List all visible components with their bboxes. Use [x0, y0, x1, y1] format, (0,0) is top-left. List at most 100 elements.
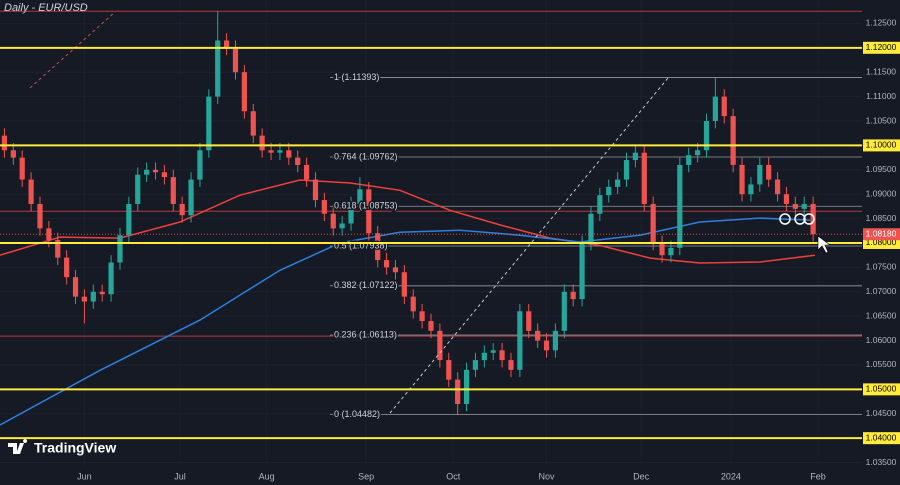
logo-text: TradingView — [34, 440, 116, 456]
candle-body — [64, 258, 69, 278]
candle-body — [144, 170, 149, 175]
candle-body — [82, 297, 87, 302]
candle-body — [624, 160, 629, 180]
y-tick-label: 1.03500 — [866, 457, 897, 467]
fib-label: 1 (1.11393) — [334, 72, 379, 82]
y-tick-label: 1.05000 — [866, 384, 897, 394]
candle-body — [517, 311, 522, 370]
candle-body — [366, 189, 371, 233]
candle-body — [784, 194, 789, 204]
candle-body — [233, 48, 238, 72]
candle-body — [473, 360, 478, 370]
candle-body — [651, 204, 656, 243]
candle-body — [73, 277, 78, 297]
candle-body — [242, 72, 247, 111]
x-tick-label: Aug — [259, 471, 275, 481]
candle-body — [108, 263, 113, 295]
candle-body — [411, 297, 416, 312]
candle-body — [695, 150, 700, 155]
candle-body — [420, 311, 425, 321]
candle-body — [171, 177, 176, 204]
candle-body — [508, 360, 513, 370]
y-tick-label: 1.11000 — [866, 91, 896, 101]
candle-body — [686, 155, 691, 165]
candle-body — [277, 150, 282, 152]
candle-body — [117, 235, 122, 262]
candle-body — [455, 380, 460, 404]
candle-body — [793, 204, 798, 209]
candle-body — [91, 292, 96, 302]
candle-body — [642, 153, 647, 204]
candle-body — [766, 165, 771, 180]
candle-body — [606, 187, 611, 195]
x-tick-label: Nov — [539, 471, 556, 481]
candle-body — [588, 214, 593, 243]
x-tick-label: 2024 — [721, 471, 741, 481]
candle-body — [100, 292, 105, 294]
x-tick-label: Oct — [446, 471, 461, 481]
x-tick-label: Jul — [174, 471, 186, 481]
candle-body — [153, 170, 158, 172]
candle-body — [251, 111, 256, 135]
candle-body — [579, 243, 584, 299]
candle-body — [11, 150, 16, 157]
candle-body — [535, 331, 540, 341]
fib-label: 0.618 (1.08753) — [334, 201, 398, 211]
candle-body — [135, 175, 140, 204]
candle-body — [206, 97, 211, 151]
candle-body — [722, 97, 727, 117]
candle-body — [464, 370, 469, 404]
x-tick-label: Sep — [358, 471, 374, 481]
candle-body — [597, 195, 602, 214]
fib-label: 0.382 (1.07122) — [334, 280, 398, 290]
candle-body — [677, 165, 682, 248]
x-tick-label: Dec — [633, 471, 650, 481]
candle-body — [20, 158, 25, 180]
y-tick-label: 1.06500 — [866, 310, 897, 320]
candle-body — [2, 136, 7, 151]
y-tick-label: 1.10500 — [866, 115, 897, 125]
candle-body — [188, 180, 193, 216]
last-price-label: 1.08180 — [866, 228, 897, 238]
y-tick-label: 1.11500 — [866, 66, 896, 76]
candle-body — [775, 180, 780, 195]
y-tick-label: 1.05500 — [866, 359, 897, 369]
candle-body — [331, 214, 336, 229]
candle-body — [615, 180, 620, 187]
y-tick-label: 1.07000 — [866, 286, 897, 296]
candle-body — [340, 223, 345, 228]
candle-body — [659, 243, 664, 255]
y-tick-label: 1.12000 — [866, 42, 897, 52]
candle-body — [731, 116, 736, 165]
candle-body — [286, 150, 291, 157]
candle-body — [313, 180, 318, 200]
candle-body — [428, 321, 433, 331]
candle-body — [224, 40, 229, 47]
fib-label: 0 (1.04482) — [334, 409, 380, 419]
candle-body — [126, 204, 131, 235]
candle-body — [553, 331, 558, 351]
candle-body — [268, 150, 273, 152]
candle-body — [562, 292, 567, 331]
candle-body — [668, 248, 673, 255]
fib-label: 0.5 (1.07938) — [334, 240, 388, 250]
candle-body — [571, 292, 576, 299]
y-tick-label: 1.12500 — [866, 18, 897, 28]
candle-body — [402, 272, 407, 296]
y-tick-label: 1.04000 — [866, 432, 897, 442]
candle-body — [322, 200, 327, 214]
candle-body — [260, 136, 265, 151]
candle-body — [162, 172, 167, 177]
x-tick-label: Jun — [77, 471, 92, 481]
fib-label: 0.764 (1.09762) — [334, 151, 398, 161]
candle-body — [197, 150, 202, 179]
candle-body — [446, 360, 451, 380]
chart-title: Daily - EUR/USD — [4, 2, 88, 14]
candle-body — [499, 350, 504, 360]
candle-body — [811, 204, 816, 234]
candle-body — [491, 350, 496, 352]
candle-body — [215, 40, 220, 96]
candle-body — [748, 184, 753, 194]
